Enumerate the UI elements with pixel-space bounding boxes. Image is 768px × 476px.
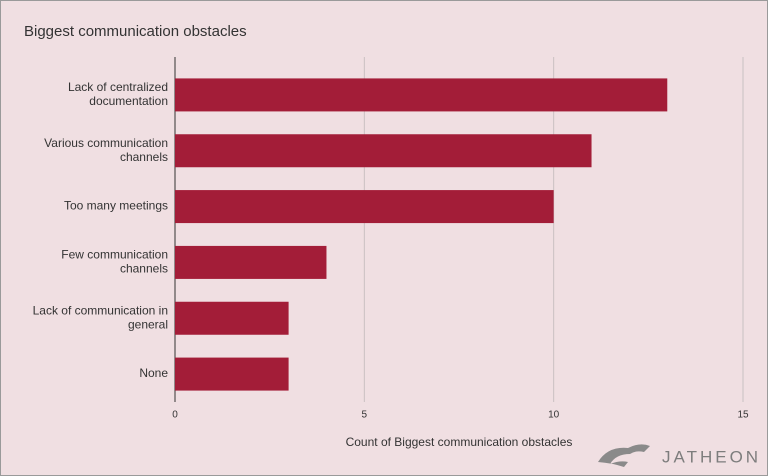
watermark: JATHEON: [662, 447, 761, 466]
x-tick-label: 15: [737, 410, 749, 421]
x-tick-label: 5: [362, 410, 368, 421]
logo: JATHEON: [598, 444, 761, 467]
y-tick-label: None: [139, 366, 168, 380]
chart-title: Biggest communication obstacles: [24, 23, 247, 40]
y-tick-label: Lack of centralized documentation: [68, 80, 168, 108]
bar: [175, 301, 289, 335]
x-axis-label: Count of Biggest communication obstacles: [346, 435, 573, 449]
x-tick-label: 0: [172, 410, 178, 421]
logo-icon: [598, 444, 650, 467]
bar: [175, 134, 592, 168]
x-tick-label: 10: [548, 410, 560, 421]
y-tick-label: Lack of communication in general: [33, 303, 168, 331]
y-tick-label: Few communication channels: [61, 248, 168, 276]
bar: [175, 245, 327, 279]
y-tick-label: Various communication channels: [44, 136, 168, 164]
bar: [175, 78, 668, 112]
bar: [175, 357, 289, 391]
y-tick-label: Too many meetings: [64, 199, 168, 213]
bar: [175, 190, 554, 224]
